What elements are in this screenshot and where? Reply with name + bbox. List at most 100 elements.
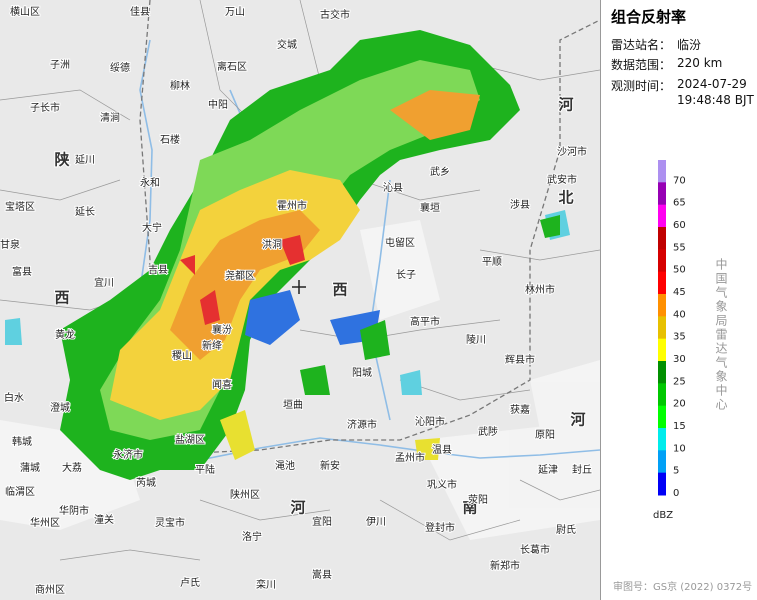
field-label: 雷达站名： <box>611 38 672 52</box>
place-label: 华州区 <box>30 516 60 529</box>
place-label: 澄城 <box>50 401 70 414</box>
place-label: 襄垣 <box>420 201 440 214</box>
place-label: 屯留区 <box>385 236 415 249</box>
place-label: 洪洞 <box>262 239 282 251</box>
place-label: 韩城 <box>12 435 32 448</box>
place-label: 大荔 <box>62 461 82 474</box>
scale-label: 10 <box>673 443 686 454</box>
province-label: 河 <box>558 96 573 114</box>
place-label: 温县 <box>432 444 452 456</box>
place-label: 吉县 <box>148 264 168 276</box>
place-label: 富县 <box>12 265 32 278</box>
place-label: 柳林 <box>170 79 190 92</box>
place-label: 尉氏 <box>556 523 576 536</box>
place-label: 商州区 <box>35 583 65 596</box>
place-label: 平顺 <box>482 256 502 268</box>
place-label: 蒲城 <box>20 461 40 474</box>
approval-number: 审图号：GS京 (2022) 0372号 <box>613 582 753 593</box>
place-label: 渑池 <box>275 459 295 472</box>
scale-label: 40 <box>673 309 686 320</box>
scale-swatch <box>658 227 666 250</box>
place-label: 新郑市 <box>490 559 520 572</box>
scale-label: 65 <box>673 198 686 209</box>
scale-label: 5 <box>673 466 679 477</box>
province-label: 河 <box>290 499 305 517</box>
place-label: 巩义市 <box>427 478 457 491</box>
place-label: 子长市 <box>30 101 60 114</box>
scale-label: 0 <box>673 488 679 499</box>
place-label: 武陟 <box>478 425 498 438</box>
field-label: 观测时间： <box>611 79 672 93</box>
place-label: 临渭区 <box>5 485 35 498</box>
place-label: 盐湖区 <box>175 433 205 446</box>
place-label: 卢氏 <box>180 576 200 589</box>
scale-label: 25 <box>673 376 686 387</box>
place-label: 封丘 <box>572 463 592 476</box>
place-label: 佳县 <box>130 5 150 18</box>
product-title: 组合反射率 <box>611 8 687 26</box>
place-label: 闻喜 <box>212 378 232 391</box>
place-label: 辉县市 <box>505 353 535 366</box>
scale-swatch <box>658 249 666 273</box>
field-label: 数据范围： <box>611 58 672 72</box>
place-label: 芮城 <box>136 476 156 489</box>
place-label: 垣曲 <box>283 399 303 411</box>
place-label: 济源市 <box>347 418 377 431</box>
scale-swatch <box>658 338 666 362</box>
place-label: 洛宁 <box>242 530 262 543</box>
info-panel: 组合反射率 雷达站名： 临汾 数据范围： 220 km 观测时间： 2024-0… <box>600 0 757 600</box>
place-label: 横山区 <box>10 5 40 18</box>
place-label: 华阴市 <box>59 504 89 517</box>
scale-swatch <box>658 294 666 317</box>
scale-swatch <box>658 405 666 429</box>
place-label: 长葛市 <box>520 543 550 556</box>
field-value: 2024-07-29 <box>677 77 747 91</box>
scale-label: 50 <box>673 265 686 276</box>
scale-swatch <box>658 182 666 206</box>
place-label: 新绛 <box>202 339 222 352</box>
place-label: 陕州区 <box>230 488 260 501</box>
place-label: 林州市 <box>525 283 555 296</box>
province-label: 西 <box>332 281 347 299</box>
place-label: 登封市 <box>425 521 455 534</box>
scale-label: 60 <box>673 220 686 231</box>
scale-unit: dBZ <box>653 510 673 521</box>
place-label: 甘泉 <box>0 238 20 251</box>
province-label: 西 <box>54 289 69 307</box>
radar-echoes <box>5 30 570 480</box>
place-label: 稷山 <box>172 350 192 362</box>
scale-swatch <box>658 160 666 183</box>
place-label: 离石区 <box>217 60 247 73</box>
place-label: 武乡 <box>430 165 450 178</box>
place-label: 长子 <box>396 269 416 281</box>
place-label: 新安 <box>320 459 340 472</box>
place-label: 延长 <box>75 206 95 218</box>
province-borders <box>139 0 600 456</box>
place-label: 古交市 <box>320 8 350 21</box>
place-label: 襄汾 <box>212 323 232 336</box>
credit: 中国气象局雷达气象中心 <box>714 258 728 412</box>
scale-swatch <box>658 316 666 340</box>
place-label: 永和 <box>140 176 160 189</box>
field-value: 19:48:48 BJT <box>677 93 754 107</box>
scale-label: 30 <box>673 354 686 365</box>
place-label: 平陆 <box>195 463 215 476</box>
scale-swatch <box>658 472 666 496</box>
place-label: 延川 <box>75 154 95 166</box>
place-label: 延津 <box>538 464 558 476</box>
place-label: 孟州市 <box>395 451 425 464</box>
province-label: 北 <box>558 189 573 207</box>
scale-swatch <box>658 383 666 407</box>
place-label: 武安市 <box>547 173 577 186</box>
scale-label: 35 <box>673 332 686 343</box>
province-label: 南 <box>462 499 477 517</box>
place-label: 黄龙 <box>55 328 75 341</box>
place-label: 嵩县 <box>312 569 332 581</box>
place-label: 永济市 <box>113 448 143 461</box>
place-label: 陵川 <box>466 334 486 346</box>
place-label: 万山 <box>225 6 245 18</box>
place-label: 宝塔区 <box>5 200 35 213</box>
